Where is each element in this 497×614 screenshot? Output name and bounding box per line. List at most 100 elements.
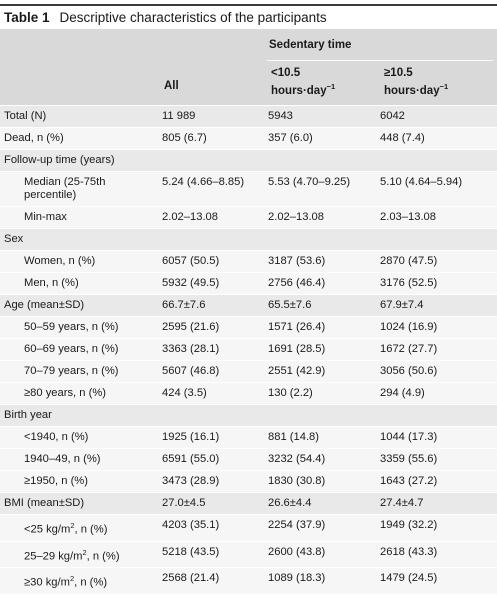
column-header-under-10-5: <10.5 hours·day−1	[271, 66, 335, 98]
column-header-under-10-5-unit: hours·day	[271, 84, 327, 97]
table-row: Sex	[0, 229, 497, 251]
cell-over-10-5: 1643 (27.2)	[380, 475, 438, 487]
table-row: Women, n (%) 6057 (50.5) 3187 (53.6) 2870 (…	[0, 251, 497, 273]
row-label: Age (mean±SD)	[4, 299, 85, 311]
row-label: Follow-up time (years)	[4, 154, 115, 166]
table-caption: Table 1 Descriptive characteristics of t…	[0, 4, 497, 29]
table-row: Median (25-75th percentile) 5.24 (4.66–8.…	[0, 172, 497, 207]
column-header-over-10-5-value: ≥10.5	[384, 67, 413, 79]
cell-all: 6591 (55.0)	[162, 453, 220, 465]
cell-over-10-5: 1044 (17.3)	[380, 431, 438, 443]
sedentary-time-group-header: Sedentary time	[269, 39, 352, 51]
cell-under-10-5: 1830 (30.8)	[268, 475, 326, 487]
table-row: Min-max 2.02–13.08 2.02–13.08 2.03–13.08	[0, 207, 497, 229]
cell-over-10-5: 3176 (52.5)	[380, 277, 438, 289]
cell-under-10-5: 2254 (37.9)	[268, 519, 326, 531]
cell-over-10-5: 1949 (32.2)	[380, 519, 438, 531]
row-label: 70–79 years, n (%)	[24, 365, 119, 377]
cell-over-10-5: 27.4±4.7	[380, 497, 424, 509]
cell-under-10-5: 5.53 (4.70–9.25)	[268, 176, 351, 188]
unit-exponent: −1	[439, 82, 449, 91]
table-row: <1940, n (%) 1925 (16.1) 881 (14.8) 1044 (1…	[0, 427, 497, 449]
cell-all: 1925 (16.1)	[162, 431, 220, 443]
table-row: Dead, n (%) 805 (6.7) 357 (6.0) 448 (7.4)	[0, 128, 497, 150]
cell-all: 11 989	[162, 110, 196, 122]
cell-under-10-5: 2756 (46.4)	[268, 277, 326, 289]
cell-all: 5607 (46.8)	[162, 365, 220, 377]
row-label: BMI (mean±SD)	[4, 497, 85, 509]
cell-over-10-5: 67.9±7.4	[380, 299, 424, 311]
table-number: Table 1	[4, 10, 50, 25]
cell-over-10-5: 294 (4.9)	[380, 387, 425, 399]
table-row: 50–59 years, n (%) 2595 (21.6) 1571 (26.4)…	[0, 317, 497, 339]
table-row: Birth year	[0, 405, 497, 427]
row-label: Total (N)	[4, 110, 47, 122]
row-label: <25 kg/m2, n (%)	[0, 515, 158, 541]
row-label: ≥1950, n (%)	[24, 475, 88, 487]
cell-under-10-5: 881 (14.8)	[268, 431, 319, 443]
cell-over-10-5: 1672 (27.7)	[380, 343, 438, 355]
cell-all: 3473 (28.9)	[162, 475, 220, 487]
row-label: Min-max	[24, 211, 67, 223]
table-row: Age (mean±SD) 66.7±7.6 65.5±7.6 67.9±7.4	[0, 295, 497, 317]
cell-under-10-5: 3232 (54.4)	[268, 453, 326, 465]
cell-over-10-5: 1479 (24.5)	[380, 572, 438, 585]
cell-over-10-5: 5.10 (4.64–5.94)	[380, 176, 463, 188]
cell-over-10-5: 6042	[380, 110, 405, 122]
table-body: Total (N) 11 989 5943 6042 Dead, n (%) 805 (6…	[0, 106, 497, 596]
column-header-over-10-5-unit: hours·day	[384, 84, 440, 97]
table-row: 25–29 kg/m2, n (%) 5218 (43.5) 2600 (43.8)…	[0, 541, 497, 569]
row-label: <1940, n (%)	[24, 431, 89, 443]
cell-all: 5218 (43.5)	[162, 545, 220, 558]
cell-all: 424 (3.5)	[162, 387, 207, 399]
cell-all: 2568 (21.4)	[162, 572, 220, 585]
cell-over-10-5: 3056 (50.6)	[380, 365, 438, 377]
row-label: 1940–49, n (%)	[24, 453, 101, 465]
row-label: Sex	[4, 233, 24, 245]
row-label: ≥80 years, n (%)	[24, 387, 106, 399]
cell-under-10-5: 357 (6.0)	[268, 132, 313, 144]
row-label: ≥30 kg/m2, n (%)	[0, 568, 158, 594]
cell-under-10-5: 2600 (43.8)	[268, 545, 326, 558]
table-row: 60–69 years, n (%) 3363 (28.1) 1691 (28.5)…	[0, 339, 497, 361]
row-label-text: ≥30 kg/m	[24, 577, 70, 590]
table-row: 70–79 years, n (%) 5607 (46.8) 2551 (42.9)…	[0, 361, 497, 383]
table-row: BMI (mean±SD) 27.0±4.5 26.6±4.4 27.4±4.7	[0, 493, 497, 515]
row-label: Men, n (%)	[24, 277, 79, 289]
table-row: <25 kg/m2, n (%) 4203 (35.1) 2254 (37.9) 19…	[0, 515, 497, 542]
row-label: 60–69 years, n (%)	[24, 343, 119, 355]
row-label: 50–59 years, n (%)	[24, 321, 119, 333]
cell-under-10-5: 2.02–13.08	[268, 211, 324, 223]
row-label-text: <25 kg/m	[24, 523, 71, 536]
column-header-over-10-5: ≥10.5 hours·day−1	[384, 66, 448, 98]
cell-under-10-5: 26.6±4.4	[268, 497, 312, 509]
cell-over-10-5: 2618 (43.3)	[380, 545, 438, 558]
table-row: Follow-up time (years)	[0, 150, 497, 172]
cell-over-10-5: 448 (7.4)	[380, 132, 425, 144]
cell-all: 805 (6.7)	[162, 132, 207, 144]
cell-over-10-5: 2.03–13.08	[380, 211, 436, 223]
column-header-under-10-5-value: <10.5	[271, 67, 301, 79]
row-label: Birth year	[4, 409, 52, 421]
row-label: Median (25-75th percentile)	[24, 176, 106, 201]
row-label: Dead, n (%)	[4, 132, 64, 144]
cell-under-10-5: 1691 (28.5)	[268, 343, 326, 355]
column-header-all: All	[164, 80, 179, 92]
row-label: Women, n (%)	[24, 255, 96, 267]
table-row: ≥30 kg/m2, n (%) 2568 (21.4) 1089 (18.3) 14…	[0, 568, 497, 596]
cell-all: 4203 (35.1)	[162, 519, 220, 531]
cell-all: 27.0±4.5	[162, 497, 206, 509]
group-header-rule	[267, 60, 493, 61]
table-row: Total (N) 11 989 5943 6042	[0, 106, 497, 128]
cell-all: 3363 (28.1)	[162, 343, 220, 355]
table-row: ≥80 years, n (%) 424 (3.5) 130 (2.2) 294 (4…	[0, 383, 497, 405]
cell-all: 2595 (21.6)	[162, 321, 220, 333]
cell-under-10-5: 65.5±7.6	[268, 299, 312, 311]
row-label-superscript: 2	[70, 521, 75, 530]
table-row: Men, n (%) 5932 (49.5) 2756 (46.4) 3176 (52…	[0, 273, 497, 295]
cell-all: 2.02–13.08	[162, 211, 218, 223]
cell-under-10-5: 5943	[268, 110, 293, 122]
row-label-suffix: , n (%)	[86, 550, 120, 563]
row-label-suffix: , n (%)	[74, 523, 108, 536]
cell-under-10-5: 130 (2.2)	[268, 387, 313, 399]
